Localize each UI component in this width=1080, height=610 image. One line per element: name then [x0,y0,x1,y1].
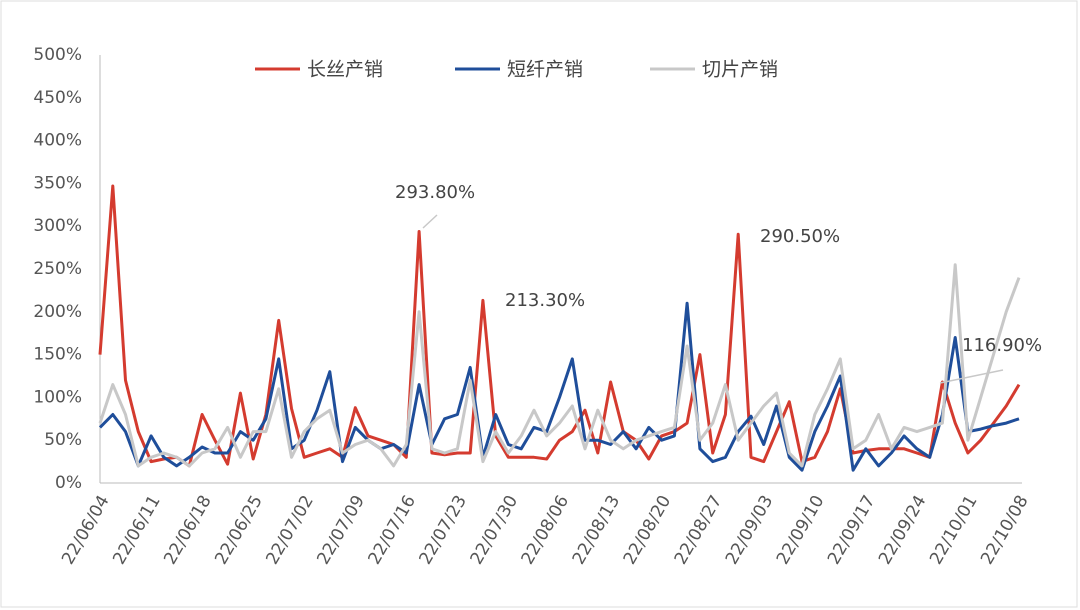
legend-label: 切片产销 [702,59,778,81]
annotation: 116.90% [962,335,1042,356]
y-tick-label: 200% [33,302,82,322]
y-tick-label: 100% [33,387,82,407]
annotation-leader [939,369,1004,384]
y-tick-label: 450% [33,88,82,108]
y-tick-label: 150% [33,345,82,365]
annotation-leader [422,214,438,229]
y-tick-label: 250% [33,259,82,279]
y-tick-label: 0% [55,473,82,493]
y-tick-label: 300% [33,216,82,236]
series-line [98,301,1020,472]
legend-label: 短纤产销 [507,59,583,81]
annotation: 290.50% [760,226,840,247]
legend-label: 长丝产销 [307,59,383,81]
y-tick-label: 400% [33,131,82,151]
y-tick-label: 350% [33,173,82,193]
y-tick-label: 500% [33,45,82,65]
annotation: 293.80% [395,182,475,203]
y-tick-label: 50% [44,430,82,450]
annotation: 213.30% [505,290,585,311]
series-line [98,263,1021,468]
